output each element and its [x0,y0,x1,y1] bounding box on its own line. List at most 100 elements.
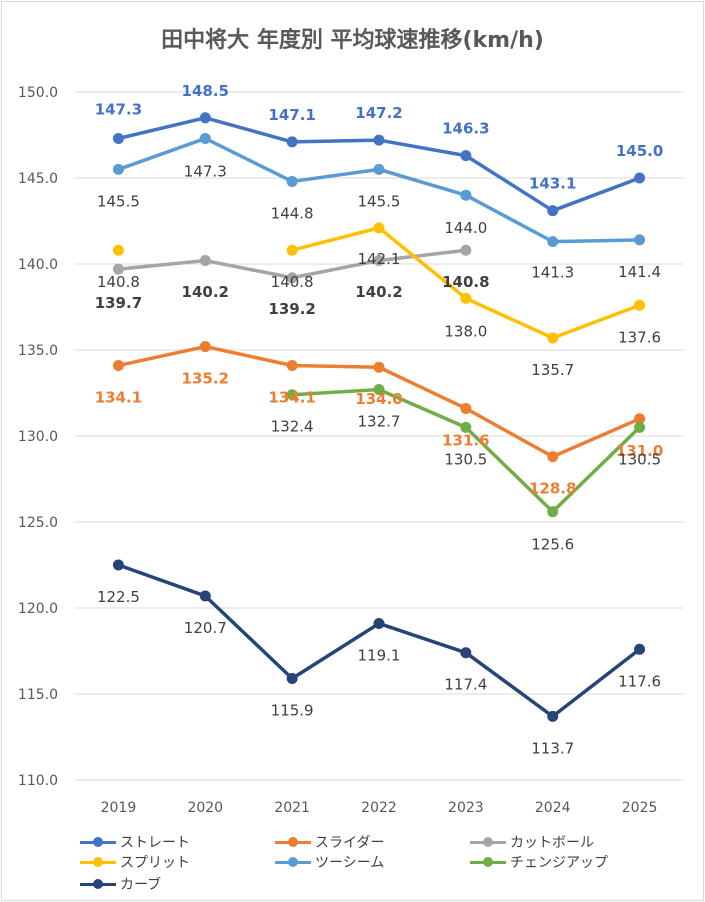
data-label: 140.2 [355,283,402,301]
data-point [460,292,472,304]
data-point [460,189,472,201]
data-label: 146.3 [442,120,489,138]
data-label: 143.1 [529,175,576,193]
x-tick-label: 2024 [535,800,571,816]
data-label: 134.1 [268,388,315,406]
legend-item: ストレート [80,832,190,852]
data-label: 140.8 [271,273,314,291]
data-label: 128.8 [529,480,576,498]
data-point [286,389,298,401]
data-point [286,359,298,371]
data-point [199,590,211,602]
data-label: 132.7 [358,413,401,431]
data-point [547,205,559,217]
data-point [112,163,124,175]
data-point [634,413,646,425]
y-tick-label: 140.0 [18,257,58,273]
data-point [199,255,211,267]
data-label: 122.5 [97,588,140,606]
legend-swatch [470,856,506,868]
legend-item: スライダー [275,832,384,852]
data-point [634,172,646,184]
data-label: 120.7 [184,619,227,637]
legend-item: カットボール [470,832,594,852]
x-tick-label: 2023 [448,800,484,816]
data-label: 145.5 [97,192,140,210]
data-point [286,175,298,187]
data-point [112,132,124,144]
data-label: 147.2 [355,104,402,122]
data-point [460,402,472,414]
data-point [286,272,298,284]
data-point [547,236,559,248]
x-tick-label: 2019 [101,800,137,816]
y-tick-label: 120.0 [18,601,58,617]
legend-label: チェンジアップ [510,855,608,871]
data-label: 140.8 [97,273,140,291]
legend-swatch [80,878,116,890]
data-label: 117.6 [618,672,661,690]
data-point [112,263,124,275]
data-point [199,132,211,144]
data-point [634,421,646,433]
data-label: 148.5 [182,82,229,100]
data-label: 147.3 [184,162,227,180]
data-label: 140.8 [442,273,489,291]
data-point [112,559,124,571]
legend-swatch [80,836,116,848]
data-label: 139.2 [268,300,315,318]
data-point [373,163,385,175]
legend-label: ストレート [120,835,190,851]
data-point [547,451,559,463]
data-point [199,112,211,124]
data-point [373,134,385,146]
y-tick-label: 125.0 [18,515,58,531]
data-label: 131.6 [442,431,489,449]
legend-label: カーブ [120,877,162,893]
data-label: 147.1 [268,106,315,124]
data-point [460,150,472,162]
x-tick-label: 2021 [274,800,310,816]
data-label: 141.4 [618,263,661,281]
data-label: 131.0 [616,442,663,460]
data-label: 135.7 [531,361,574,379]
data-label: 138.0 [444,322,487,340]
data-point [547,332,559,344]
legend-item: スプリット [80,852,190,872]
legend-swatch [80,856,116,868]
data-point [112,359,124,371]
data-label: 134.0 [355,390,402,408]
data-point [373,361,385,373]
data-label: 141.3 [531,264,574,282]
legend-swatch [275,836,311,848]
data-label: 144.0 [444,219,487,237]
x-tick-label: 2025 [622,800,658,816]
data-point [286,673,298,685]
y-tick-label: 110.0 [18,773,58,789]
data-label: 119.1 [358,646,401,664]
data-label: 117.4 [444,676,487,694]
data-label: 147.3 [95,100,142,118]
data-label: 113.7 [531,739,574,757]
x-tick-label: 2020 [187,800,223,816]
data-label: 139.7 [95,294,142,312]
legend-label: スプリット [120,855,190,871]
data-point [373,617,385,629]
y-tick-label: 115.0 [18,687,58,703]
data-label: 132.4 [271,418,314,436]
y-tick-label: 135.0 [18,343,58,359]
data-label: 135.2 [182,370,229,388]
data-point [460,421,472,433]
data-point [286,244,298,256]
legend-item: チェンジアップ [470,852,608,872]
data-point [373,222,385,234]
data-label: 137.6 [618,328,661,346]
data-label: 140.2 [182,283,229,301]
data-point [373,255,385,267]
data-point [460,647,472,659]
data-label: 134.1 [95,388,142,406]
y-tick-label: 130.0 [18,429,58,445]
data-label: 115.9 [271,702,314,720]
